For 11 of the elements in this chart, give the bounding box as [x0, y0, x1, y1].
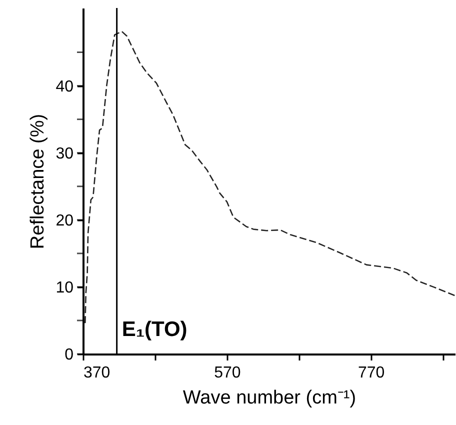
x-tick-label: 570 [214, 364, 241, 382]
x-tick-label: 370 [84, 364, 110, 382]
x-axis-title: Wave number (cm⁻¹) [182, 388, 356, 408]
y-tick-label: 0 [64, 346, 74, 364]
x-tick-label: 770 [358, 364, 385, 382]
y-tick-label: 30 [56, 145, 74, 162]
y-axis-title: Reflectance (%) [28, 114, 49, 250]
y-tick-label: 10 [56, 279, 74, 296]
y-tick-label: 20 [56, 212, 74, 230]
ref-line-label: E₁(TO) [122, 318, 188, 341]
y-tick-label: 40 [56, 78, 74, 96]
